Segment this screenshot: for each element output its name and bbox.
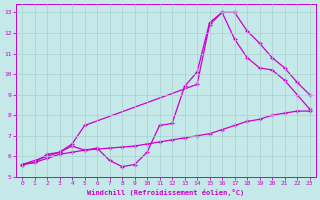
X-axis label: Windchill (Refroidissement éolien,°C): Windchill (Refroidissement éolien,°C) xyxy=(87,189,244,196)
